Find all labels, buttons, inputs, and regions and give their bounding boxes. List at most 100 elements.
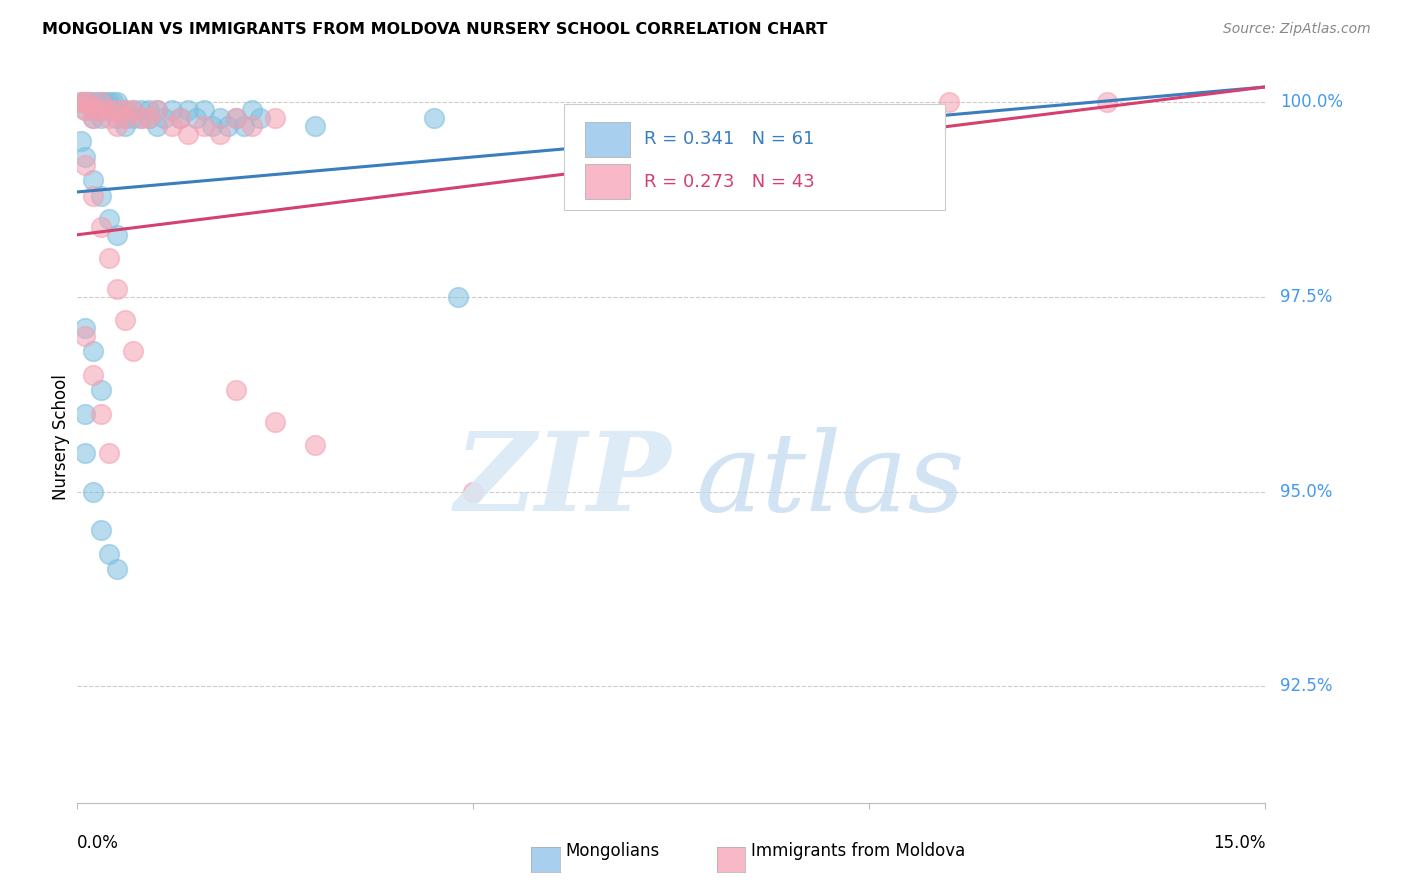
Point [70, 95, 93, 110]
Point [105, 95, 128, 110]
Point [249, 111, 271, 125]
Point [75, 158, 97, 172]
Text: Mongolians: Mongolians [565, 842, 659, 860]
Point [186, 111, 208, 125]
Point [423, 111, 446, 125]
Point [169, 111, 191, 125]
Point [232, 119, 254, 133]
Point [101, 95, 124, 110]
Point [129, 111, 152, 125]
Point [177, 103, 200, 118]
Text: 0.0%: 0.0% [77, 834, 120, 852]
Text: 15.0%: 15.0% [1213, 834, 1265, 852]
Point [121, 103, 143, 118]
Point [225, 384, 247, 398]
Point [75, 103, 97, 118]
Point [121, 111, 143, 125]
Point [105, 119, 128, 133]
Point [208, 127, 231, 141]
Point [90, 95, 112, 110]
Point [82, 173, 104, 187]
Point [86, 95, 108, 110]
Point [105, 111, 128, 125]
Point [201, 119, 224, 133]
Point [145, 119, 167, 133]
Point [1095, 95, 1118, 110]
Point [77, 95, 100, 110]
Point [138, 111, 160, 125]
Point [114, 111, 136, 125]
Point [75, 407, 97, 421]
Point [82, 111, 104, 125]
Point [75, 321, 97, 335]
Point [90, 219, 112, 234]
Point [129, 103, 152, 118]
Point [114, 103, 136, 118]
Point [240, 119, 263, 133]
Point [82, 368, 104, 382]
Point [129, 111, 152, 125]
Point [225, 111, 247, 125]
Point [82, 189, 104, 203]
Point [98, 103, 121, 118]
Point [225, 111, 247, 125]
FancyBboxPatch shape [585, 164, 630, 200]
Point [82, 103, 104, 118]
Text: Immigrants from Moldova: Immigrants from Moldova [751, 842, 965, 860]
Text: 100.0%: 100.0% [1279, 94, 1343, 112]
Point [75, 103, 97, 118]
Point [208, 111, 231, 125]
Text: R = 0.273   N = 43: R = 0.273 N = 43 [644, 173, 815, 191]
Point [145, 103, 167, 118]
Text: 95.0%: 95.0% [1279, 483, 1331, 500]
FancyBboxPatch shape [585, 122, 630, 157]
Point [121, 103, 143, 118]
Text: atlas: atlas [695, 427, 965, 534]
Point [90, 103, 112, 118]
Point [105, 103, 128, 118]
Point [82, 111, 104, 125]
Point [90, 103, 112, 118]
Text: Source: ZipAtlas.com: Source: ZipAtlas.com [1223, 22, 1371, 37]
Point [162, 119, 184, 133]
Point [114, 119, 136, 133]
Point [98, 103, 121, 118]
Point [304, 119, 326, 133]
Point [98, 212, 121, 227]
Point [98, 111, 121, 125]
Point [463, 484, 485, 499]
Point [75, 150, 97, 164]
Point [82, 95, 104, 110]
Point [114, 103, 136, 118]
Point [90, 407, 112, 421]
Point [138, 111, 160, 125]
Point [75, 95, 97, 110]
Point [90, 189, 112, 203]
Point [446, 290, 468, 304]
Point [114, 313, 136, 327]
Point [82, 484, 104, 499]
Point [98, 95, 121, 110]
Point [700, 111, 723, 125]
Point [264, 415, 287, 429]
Text: 97.5%: 97.5% [1279, 288, 1331, 306]
Text: ZIP: ZIP [454, 427, 672, 534]
Point [169, 111, 191, 125]
Point [105, 103, 128, 118]
Point [90, 384, 112, 398]
Point [98, 547, 121, 561]
Point [240, 103, 263, 118]
Text: 92.5%: 92.5% [1279, 677, 1331, 695]
Point [193, 119, 215, 133]
Point [82, 344, 104, 359]
Point [75, 95, 97, 110]
Point [114, 111, 136, 125]
Point [938, 95, 960, 110]
Point [90, 524, 112, 538]
Point [90, 111, 112, 125]
Point [77, 95, 100, 110]
Point [105, 562, 128, 576]
Point [75, 329, 97, 343]
Point [121, 344, 143, 359]
Point [304, 438, 326, 452]
